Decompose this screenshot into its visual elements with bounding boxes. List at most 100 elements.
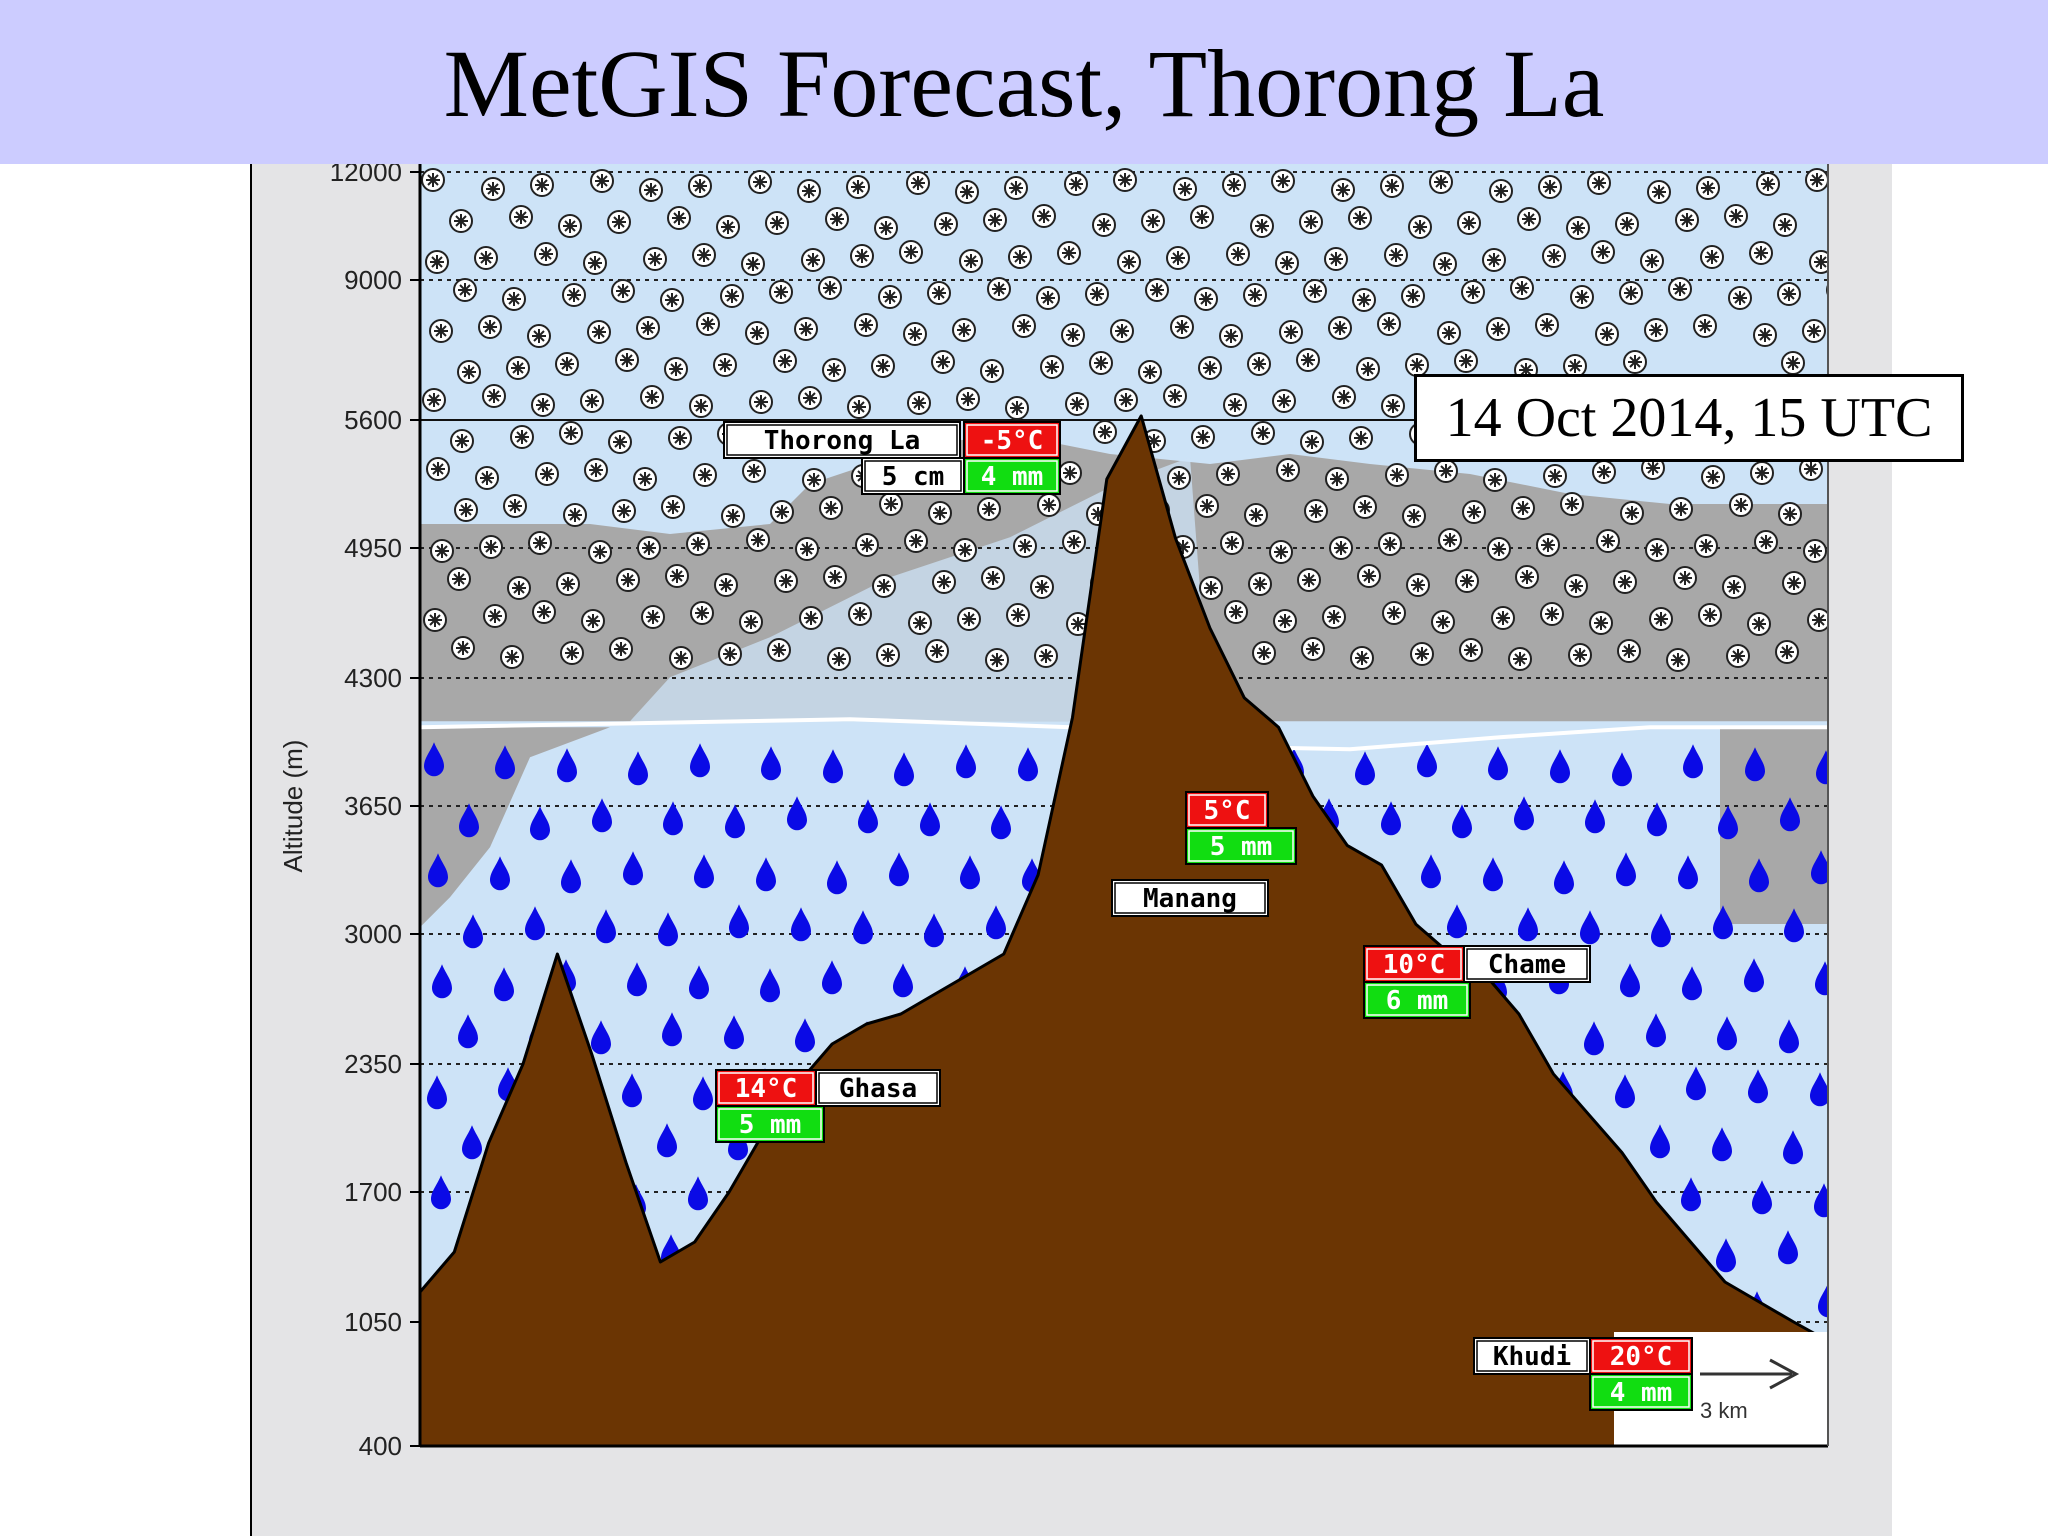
snowflake-icon [457, 360, 481, 384]
raindrop-icon [823, 749, 843, 784]
snowflake-icon [506, 356, 530, 380]
snowflake-icon [483, 604, 507, 628]
snowflake-icon [669, 646, 693, 670]
manang-temperature-text: 5°C [1204, 796, 1251, 826]
raindrop-icon [690, 743, 710, 778]
raindrop-icon [1452, 804, 1472, 839]
snowflake-icon [823, 565, 847, 589]
snowflake-icon [1117, 250, 1141, 274]
snowflake-icon [1461, 280, 1485, 304]
ghasa-temperature-text: 14°C [735, 1074, 798, 1104]
raindrop-icon [462, 1125, 482, 1160]
snowflake-icon [1252, 641, 1276, 665]
raindrop-icon [431, 1175, 451, 1210]
snowflake-icon [1163, 384, 1187, 408]
snowflake-icon [1756, 172, 1780, 196]
chame-name: Chame [1463, 945, 1591, 983]
khudi-name-text: Khudi [1493, 1342, 1571, 1372]
snowflake-icon [1377, 312, 1401, 336]
ghasa-precipitation: 5 mm [715, 1105, 825, 1143]
snowflake-icon [563, 503, 587, 527]
snowflake-icon [1223, 393, 1247, 417]
raindrop-icon [1717, 1016, 1737, 1051]
snowflake-icon [1273, 609, 1297, 633]
snowflake-icon [1356, 357, 1380, 381]
snowflake-icon [854, 313, 878, 337]
snowflake-icon [1350, 646, 1374, 670]
snowflake-icon [535, 462, 559, 486]
snowflake-icon [696, 312, 720, 336]
snowflake-icon [693, 463, 717, 487]
snowflake-icon [795, 537, 819, 561]
snowflake-icon [1649, 607, 1673, 631]
snowflake-icon [931, 350, 955, 374]
raindrop-icon [428, 853, 448, 888]
snowflake-icon [1248, 572, 1272, 596]
raindrop-icon [1514, 796, 1534, 831]
snowflake-icon [1517, 207, 1541, 231]
snowflake-icon [907, 391, 931, 415]
snowflake-icon [952, 318, 976, 342]
snowflake-icon [450, 429, 474, 453]
snowflake-icon [745, 321, 769, 345]
ghasa-temperature: 14°C [715, 1069, 817, 1107]
raindrop-icon [1783, 1130, 1803, 1165]
raindrop-icon [1845, 1122, 1865, 1156]
y-tick-label: 3650 [344, 791, 402, 821]
raindrop-icon [889, 852, 909, 887]
snowflake-icon [1224, 600, 1248, 624]
slide-left-rule [250, 164, 252, 1536]
snowflake-icon [641, 605, 665, 629]
y-tick-label: 4300 [344, 663, 402, 693]
snowflake-icon [1406, 573, 1430, 597]
snowflake-icon [1384, 243, 1408, 267]
snowflake-icon [1061, 323, 1085, 347]
snowflake-icon [1775, 640, 1799, 664]
raindrop-icon [627, 962, 647, 997]
snowflake-icon [1408, 215, 1432, 239]
khudi-precipitation-text: 4 mm [1610, 1378, 1673, 1408]
chame-precipitation: 6 mm [1363, 981, 1471, 1019]
raindrop-icon [694, 854, 714, 889]
raindrop-icon [459, 803, 479, 838]
snowflake-icon [1057, 241, 1081, 265]
thorong-la-precipitation: 4 mm [963, 457, 1061, 495]
raindrop-icon [1018, 747, 1038, 782]
raindrop-icon [592, 798, 612, 833]
y-axis: 400 1050 1700 2350 3000 3650 4300 4950 5600 9000 1… [278, 164, 1829, 1461]
snowflake-icon [850, 244, 874, 268]
snowflake-icon [1486, 317, 1510, 341]
snowflake-icon [475, 466, 499, 490]
snowflake-icon [908, 611, 932, 635]
snowflake-icon [661, 495, 685, 519]
snowflake-icon [1303, 279, 1327, 303]
snowflake-icon [1322, 605, 1346, 629]
snowflake-icon [1085, 282, 1109, 306]
raindrop-icon [724, 1015, 744, 1050]
snowflake-icon [1781, 351, 1805, 375]
snowflake-icon [1728, 286, 1752, 310]
raindrop-icon [991, 805, 1011, 840]
snowflake-icon [1437, 321, 1461, 345]
snowflake-icon [1640, 249, 1664, 273]
snowflake-icon [928, 501, 952, 525]
terrain-profile [420, 414, 1828, 1446]
snowflake-icon [1064, 172, 1088, 196]
snowflake-icon [1040, 355, 1064, 379]
snowflake-icon [1434, 459, 1458, 483]
snowflake-icon [453, 278, 477, 302]
snowflake-icon [1536, 533, 1560, 557]
raindrop-icon [1650, 1124, 1670, 1159]
raindrop-icon [1681, 1177, 1701, 1212]
snowflake-icon [1668, 277, 1692, 301]
snowflake-icon [527, 324, 551, 348]
raindrop-icon [1447, 904, 1467, 939]
snowflake-icon [590, 169, 614, 193]
snowflake-icon [1826, 283, 1828, 297]
snowflake-icon [956, 387, 980, 411]
snowflake-icon [1166, 246, 1190, 270]
ghasa-precipitation-text: 5 mm [739, 1110, 802, 1140]
snowflake-icon [1065, 392, 1089, 416]
snowflake-icon [1620, 501, 1644, 525]
ghasa-name-text: Ghasa [839, 1074, 917, 1104]
